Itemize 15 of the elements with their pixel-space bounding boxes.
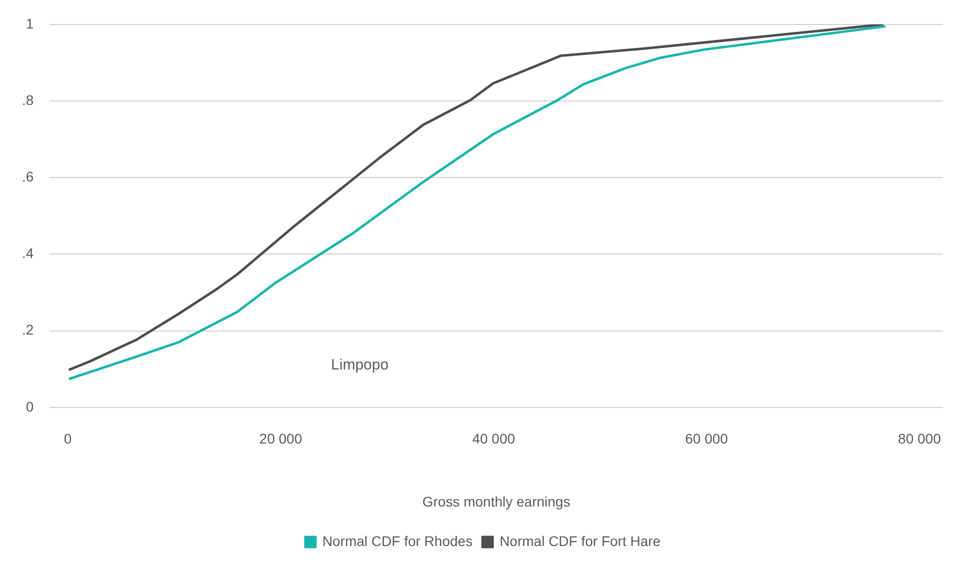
y-tick-label: .8 bbox=[22, 92, 34, 108]
x-tick-label: 80 000 bbox=[898, 430, 942, 447]
x-tick-label: 0 bbox=[64, 430, 72, 447]
y-tick-label: .6 bbox=[22, 168, 34, 184]
y-tick-label: 1 bbox=[26, 15, 34, 32]
y-tick-label: .4 bbox=[22, 245, 34, 262]
y-tick-label: .2 bbox=[22, 322, 34, 338]
x-tick-label: 60 000 bbox=[685, 430, 728, 447]
x-tick-label: 20 000 bbox=[259, 430, 302, 447]
annotation: Limpopo bbox=[331, 356, 389, 374]
legend-label: Normal CDF for Rhodes bbox=[322, 532, 473, 549]
x-tick-label: 40 000 bbox=[472, 430, 516, 447]
legend-label: Normal CDF for Fort Hare bbox=[500, 532, 661, 549]
y-tick-label: 0 bbox=[26, 398, 34, 414]
x-axis-title: Gross monthly earnings bbox=[422, 493, 570, 510]
